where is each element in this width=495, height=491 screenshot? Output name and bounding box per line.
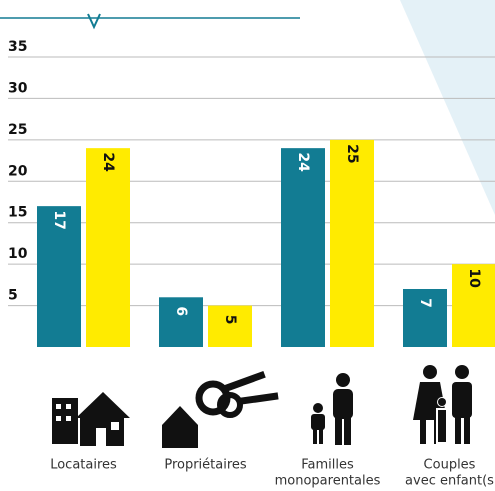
value-label: 25: [344, 144, 360, 163]
top-marker: [87, 13, 101, 30]
value-label: 24: [295, 152, 311, 172]
x-tick-label: Propriétaires: [164, 458, 247, 473]
bar: [403, 289, 447, 347]
icons: [52, 365, 472, 448]
x-tick-label: avec enfant(s: [405, 474, 494, 489]
y-tick-label: 20: [8, 163, 28, 179]
x-tick-label: Couples: [424, 458, 476, 473]
icon-couple: [413, 365, 472, 444]
bar: [208, 305, 252, 347]
icon-family: [311, 373, 353, 445]
bar: [281, 148, 325, 347]
value-label: 7: [417, 298, 433, 308]
x-tick-label: Locataires: [50, 458, 117, 473]
x-tick-label: monoparentales: [275, 474, 381, 489]
bar: [330, 139, 374, 347]
icon-keys: [162, 370, 279, 448]
bar: [452, 264, 495, 347]
y-tick-label: 25: [8, 122, 27, 138]
value-label: 10: [466, 268, 482, 288]
value-label: 6: [173, 306, 189, 316]
bar: [37, 206, 81, 347]
y-tick-label: 10: [8, 246, 28, 262]
x-tick-label: Familles: [301, 458, 354, 473]
y-tick-label: 35: [8, 39, 27, 55]
bar: [86, 148, 130, 347]
bar: [159, 297, 203, 347]
value-label: 5: [222, 315, 238, 325]
value-label: 24: [100, 152, 116, 172]
y-tick-label: 15: [8, 205, 27, 221]
icon-buildings: [52, 392, 130, 446]
decor-shape: [400, 0, 495, 215]
y-tick-label: 5: [8, 288, 18, 304]
value-label: 17: [51, 210, 67, 229]
y-tick-label: 30: [8, 80, 28, 96]
